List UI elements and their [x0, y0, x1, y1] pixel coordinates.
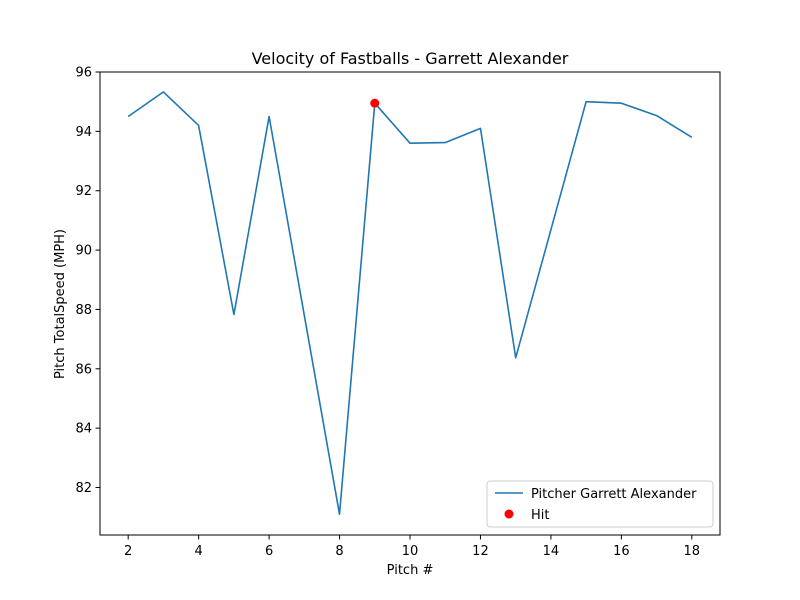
x-tick-label: 16 [613, 544, 630, 559]
x-tick-label: 2 [124, 544, 132, 559]
legend: Pitcher Garrett Alexander Hit [486, 480, 714, 528]
y-axis: 82 84 86 88 90 92 94 96 [75, 66, 100, 496]
x-tick-label: 10 [402, 544, 419, 559]
legend-label: Pitcher Garrett Alexander [531, 487, 697, 502]
legend-label: Hit [531, 508, 549, 523]
series-line-pitcher [127, 91, 693, 516]
x-tick-label: 14 [543, 544, 560, 559]
y-tick-label: 90 [75, 244, 92, 259]
y-tick-label: 96 [75, 66, 92, 81]
legend-marker-swatch [504, 509, 514, 519]
x-tick-label: 12 [472, 544, 489, 559]
chart-title: Velocity of Fastballs - Garrett Alexande… [252, 49, 569, 68]
y-tick-label: 92 [75, 184, 92, 199]
x-tick-label: 4 [194, 544, 202, 559]
y-tick-label: 84 [75, 422, 92, 437]
y-axis-label: Pitch TotalSpeed (MPH) [53, 229, 68, 379]
x-axis: 2 4 6 8 10 12 14 16 18 [124, 535, 700, 559]
x-axis-label: Pitch # [387, 563, 434, 578]
y-tick-label: 88 [75, 303, 92, 318]
legend-box [486, 480, 714, 528]
hit-point [370, 98, 380, 108]
x-tick-label: 18 [684, 544, 701, 559]
plot-series [127, 91, 693, 516]
y-tick-label: 82 [75, 481, 92, 496]
x-tick-label: 6 [265, 544, 273, 559]
y-tick-label: 94 [75, 125, 92, 140]
x-tick-label: 8 [335, 544, 343, 559]
y-tick-label: 86 [75, 362, 92, 377]
